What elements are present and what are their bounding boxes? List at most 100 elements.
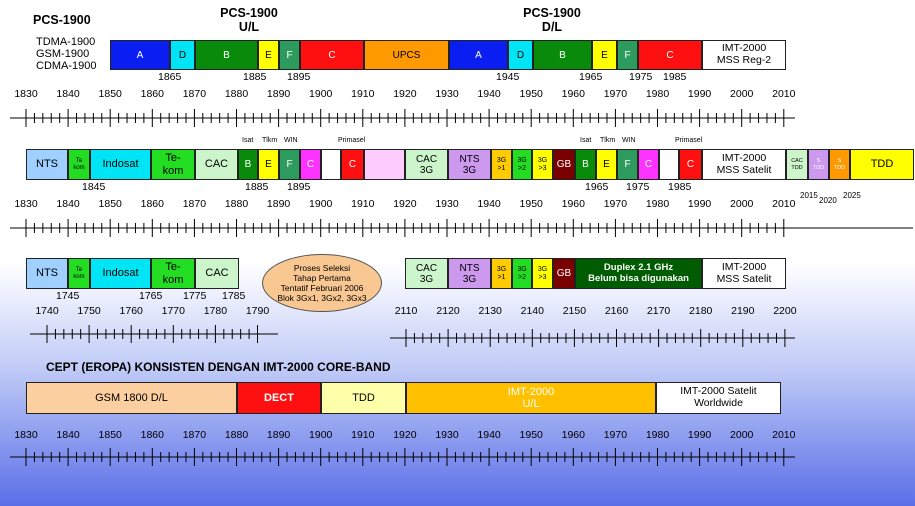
scale-4-tick-label: 1880: [225, 429, 249, 441]
band-edge-label: 1775: [183, 290, 207, 302]
block-nts: NTS: [26, 149, 68, 180]
scale-2-tick-label: 1840: [56, 198, 80, 210]
scale-2-tick-label: 1890: [267, 198, 291, 210]
block-f: F: [279, 40, 300, 70]
scale-4-tick-label: 1930: [435, 429, 459, 441]
block-imt2000-ul: IMT-2000 U/L: [406, 382, 656, 414]
block-dect: DECT: [237, 382, 321, 414]
cept-heading: CEPT (EROPA) KONSISTEN DENGAN IMT-2000 C…: [46, 360, 391, 374]
scale-4-tick-label: 1860: [141, 429, 165, 441]
scale-4-tick-label: 1980: [646, 429, 670, 441]
block-indosat: Indosat: [90, 149, 151, 180]
block-c: C: [300, 149, 321, 180]
block-guard-band: GB: [553, 258, 575, 289]
scale-3b-tick-label: 2170: [647, 305, 671, 317]
scale-3b-tick-label: 2200: [773, 305, 797, 317]
block-3g-2: 3G >2: [512, 149, 532, 180]
band-edge-label: 2020: [819, 196, 837, 205]
scale-2-tick-label: 1950: [520, 198, 544, 210]
oval-line-4: Blok 3Gx1, 3Gx2, 3Gx3: [277, 293, 367, 303]
scale-1-tick-label: 1990: [688, 88, 712, 100]
oval-line-3: Tentatif Februari 2006: [280, 283, 364, 293]
scale-1-tick-label: 1910: [351, 88, 375, 100]
scale-4-tick-label: 1910: [351, 429, 375, 441]
band-edge-label: 1975: [626, 181, 650, 193]
scale-4-tick-label: 1830: [14, 429, 38, 441]
band-edge-label: 1965: [579, 71, 603, 83]
scale-1-tick-label: 1940: [477, 88, 501, 100]
scale-1-tick-label: 1840: [56, 88, 80, 100]
scale-1-tick-label: 1890: [267, 88, 291, 100]
block-f: F: [617, 149, 638, 180]
pcs-1900-title: PCS-1900: [33, 13, 91, 27]
scale-1-tick-label: 1850: [99, 88, 123, 100]
block-guard-band: GB: [553, 149, 575, 180]
block-a: A: [110, 40, 170, 70]
scale-2-tick-label: 2010: [772, 198, 796, 210]
scale-2-tick-label: 1910: [351, 198, 375, 210]
block-b: B: [238, 149, 258, 180]
block-a: A: [449, 40, 508, 70]
band-edge-label: 1975: [629, 71, 653, 83]
scale-1-tick-label: 1900: [309, 88, 333, 100]
scale-4-tick-label: 1950: [520, 429, 544, 441]
scale-1-tick-label: 1980: [646, 88, 670, 100]
block-imt2000-satelit-worldwide: IMT-2000 Satelit Worldwide: [656, 382, 781, 414]
scale-2-tick-label: 1860: [141, 198, 165, 210]
block-gap: [364, 149, 405, 180]
selection-process-note: Proses Seleksi Tahap Pertama Tentatif Fe…: [262, 254, 382, 312]
scale-2-tick-label: 1920: [393, 198, 417, 210]
block-3g-1: 3G >1: [491, 149, 512, 180]
block-telkom: Te-kom: [151, 258, 195, 289]
scale-2-tick-label: 1980: [646, 198, 670, 210]
block-d: D: [170, 40, 195, 70]
scale-3b-tick-label: 2110: [395, 305, 418, 317]
scale-4-tick-label: 1850: [99, 429, 123, 441]
block-telkom: Te kom: [68, 258, 90, 289]
block-c: C: [341, 149, 364, 180]
block-f: F: [617, 40, 638, 70]
block-3g-2: 3G >2: [512, 258, 532, 289]
block-indosat: Indosat: [90, 258, 151, 289]
scale-3b-tick-label: 2120: [436, 305, 460, 317]
block-s-tdd: S TDD: [829, 149, 850, 180]
band-edge-label: 1865: [158, 71, 182, 83]
block-3g-1: 3G >1: [491, 258, 512, 289]
scale-2-tick-label: 1990: [688, 198, 712, 210]
block-cac-3g: CAC 3G: [405, 149, 448, 180]
block-imt2000-mss-satelit: IMT-2000 MSS Satelit: [702, 258, 786, 289]
scale-3b-tick-label: 2180: [689, 305, 713, 317]
block-nts-3g: NTS 3G: [448, 149, 491, 180]
block-3g-3: 3G >3: [532, 258, 553, 289]
block-gap: [321, 149, 341, 180]
scale-1-tick-label: 1860: [141, 88, 165, 100]
oval-line-2: Tahap Pertama: [293, 273, 351, 283]
standard-tdma: TDMA-1900: [36, 36, 96, 48]
scale-3b-tick-label: 2130: [479, 305, 503, 317]
block-b: B: [575, 149, 596, 180]
band-edge-label: 1845: [82, 181, 106, 193]
scale-2-tick-label: 1940: [477, 198, 501, 210]
scale-3a-tick-label: 1750: [77, 305, 101, 317]
band-edge-label: 1895: [287, 71, 311, 83]
scale-1-tick-label: 2000: [730, 88, 754, 100]
block-telkom: Te-kom: [151, 149, 195, 180]
scale-1-tick-label: 1970: [604, 88, 628, 100]
band-edge-label: 1985: [663, 71, 687, 83]
scale-4-tick-label: 1890: [267, 429, 291, 441]
operator-label: Tlkm: [600, 137, 616, 144]
scale-4-tick-label: 1940: [477, 429, 501, 441]
scale-3b-tick-label: 2150: [563, 305, 587, 317]
block-tdd: TDD: [850, 149, 914, 180]
scale-3b-tick-label: 2190: [731, 305, 755, 317]
block-e: E: [258, 40, 279, 70]
band-edge-label: 1785: [222, 290, 246, 302]
band-edge-label: 2025: [843, 191, 861, 200]
block-c: C: [638, 40, 702, 70]
block-c: C: [300, 40, 364, 70]
scale-1-tick-label: 1870: [183, 88, 207, 100]
operator-label: Primasel: [675, 137, 703, 144]
block-cac-tdd: CAC TDD: [786, 149, 808, 180]
block-d: D: [508, 40, 533, 70]
